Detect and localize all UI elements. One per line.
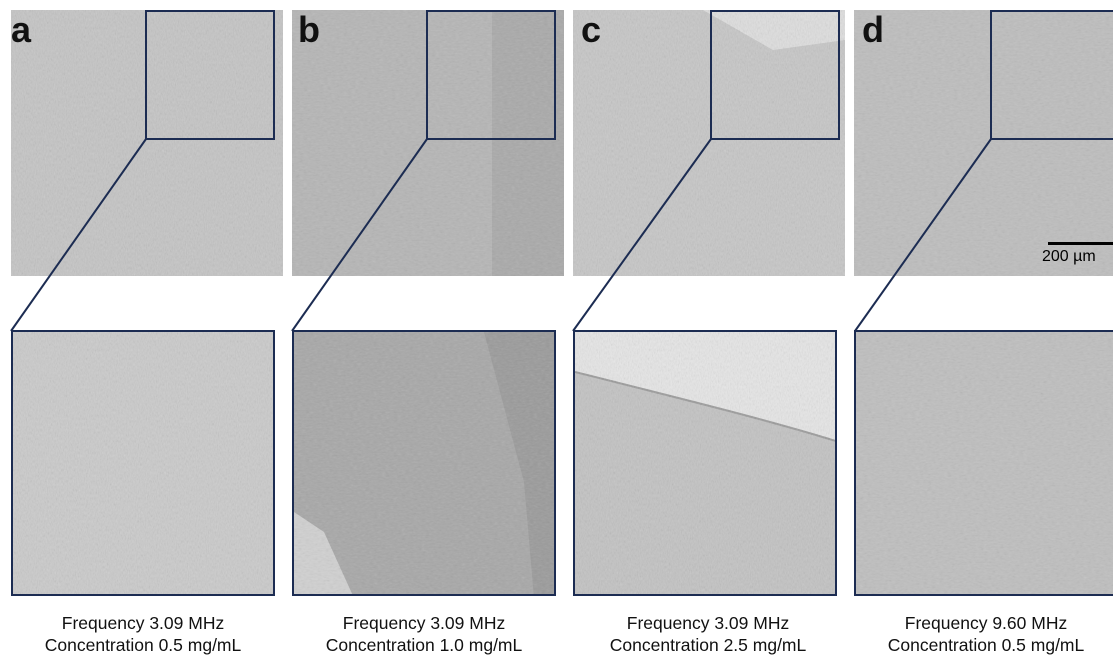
scale-bar-label: 200 µm [1042,248,1096,265]
caption-frequency: Frequency 3.09 MHz [626,613,790,633]
caption: Frequency 9.60 MHz Concentration 0.5 mg/… [850,612,1113,656]
panel-label: c [581,9,602,50]
micrograph-zoom [573,330,837,596]
micrograph-zoom [854,330,1113,596]
panel-d: d 200 µm Frequency 9.60 MHz Concentratio… [854,0,1113,662]
panel-b: b Frequency 3.09 MHz Concentration 1.0 m… [292,0,564,662]
caption-frequency: Frequency 3.09 MHz [342,613,506,633]
caption-concentration: Concentration 1.0 mg/mL [325,635,523,655]
zoom-region-box [426,10,556,140]
zoom-region-box [990,10,1113,140]
micrograph-overview [11,10,283,276]
caption: Frequency 3.09 MHz Concentration 1.0 mg/… [288,612,560,656]
caption-frequency: Frequency 9.60 MHz [904,613,1068,633]
caption: Frequency 3.09 MHz Concentration 0.5 mg/… [7,612,279,656]
zoom-region-box [710,10,840,140]
zoom-region-box [145,10,275,140]
micrograph-zoom [11,330,275,596]
panel-c: c Frequency 3.09 MHz Concentration 2.5 m… [573,0,845,662]
caption-concentration: Concentration 0.5 mg/mL [44,635,242,655]
caption-concentration: Concentration 0.5 mg/mL [887,635,1085,655]
panel-a: a Frequency 3.09 MHz Concentration 0.5 m… [11,0,283,662]
scale-bar [1048,242,1113,245]
panel-label: b [298,9,320,50]
caption-concentration: Concentration 2.5 mg/mL [609,635,807,655]
panel-label: a [11,9,32,50]
panel-label: d [862,9,884,50]
caption: Frequency 3.09 MHz Concentration 2.5 mg/… [572,612,844,656]
micrograph-zoom [292,330,556,596]
caption-frequency: Frequency 3.09 MHz [61,613,225,633]
